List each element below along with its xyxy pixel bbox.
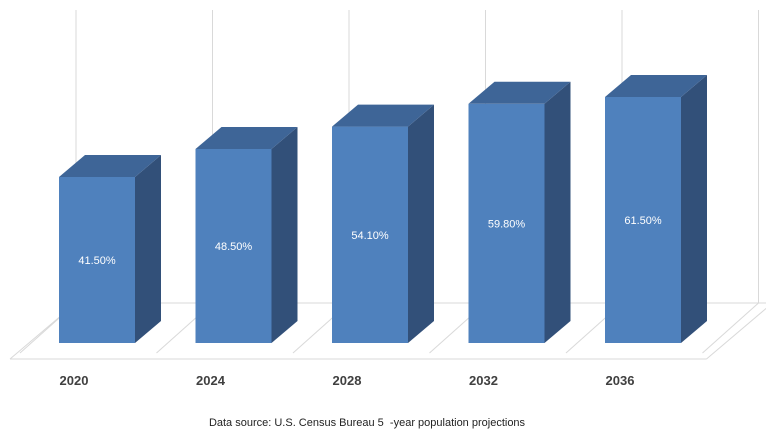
category-label-2028: 2028 <box>333 373 362 388</box>
bar-side-2028 <box>408 104 434 343</box>
data-label-2024: 48.50% <box>215 241 253 253</box>
bar-top-2024 <box>195 127 298 149</box>
category-label-2036: 2036 <box>606 373 635 388</box>
category-label-2020: 2020 <box>60 373 89 388</box>
bar-top-2020 <box>59 155 161 177</box>
bar-side-2020 <box>135 155 161 343</box>
bar-front-2032 <box>468 103 545 343</box>
data-label-2036: 61.50% <box>624 215 662 227</box>
labels: 41.50% 2020 48.50% 2024 54.10% 2028 59.80% 2032… <box>60 215 662 388</box>
bar-front-2020 <box>59 177 135 343</box>
bar-top-2032 <box>468 81 571 104</box>
data-label-2032: 59.80% <box>488 218 526 230</box>
bar-top-2028 <box>332 104 434 127</box>
bar-front-2024 <box>195 149 272 343</box>
bars <box>59 75 707 344</box>
data-label-2028: 54.10% <box>351 230 389 242</box>
category-label-2032: 2032 <box>469 373 498 388</box>
data-label-2020: 41.50% <box>78 255 116 267</box>
bar-front-2036 <box>605 97 681 343</box>
bar-front-2028 <box>332 126 408 343</box>
bar-side-2024 <box>271 127 298 343</box>
bar-side-2032 <box>544 81 571 344</box>
bar-top-2036 <box>605 75 707 97</box>
floor-gridline <box>702 302 759 354</box>
bar-side-2036 <box>681 75 707 343</box>
data-source-note: Data source: U.S. Census Bureau 5 -year … <box>208 417 526 429</box>
category-label-2024: 2024 <box>196 373 226 388</box>
